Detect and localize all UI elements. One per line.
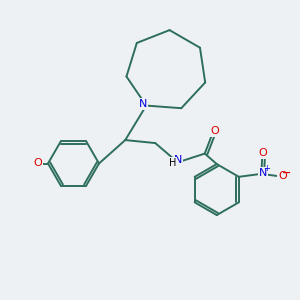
Text: O: O <box>278 171 287 181</box>
Text: O: O <box>259 148 267 158</box>
Text: N: N <box>139 99 147 109</box>
Text: +: + <box>263 164 270 173</box>
Text: H: H <box>169 158 176 168</box>
Text: −: − <box>282 168 291 178</box>
Text: O: O <box>211 126 220 136</box>
Text: N: N <box>174 154 182 165</box>
Text: O: O <box>33 158 42 169</box>
Text: N: N <box>259 168 267 178</box>
